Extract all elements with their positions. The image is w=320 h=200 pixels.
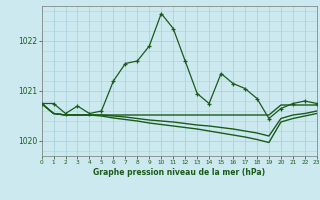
- X-axis label: Graphe pression niveau de la mer (hPa): Graphe pression niveau de la mer (hPa): [93, 168, 265, 177]
